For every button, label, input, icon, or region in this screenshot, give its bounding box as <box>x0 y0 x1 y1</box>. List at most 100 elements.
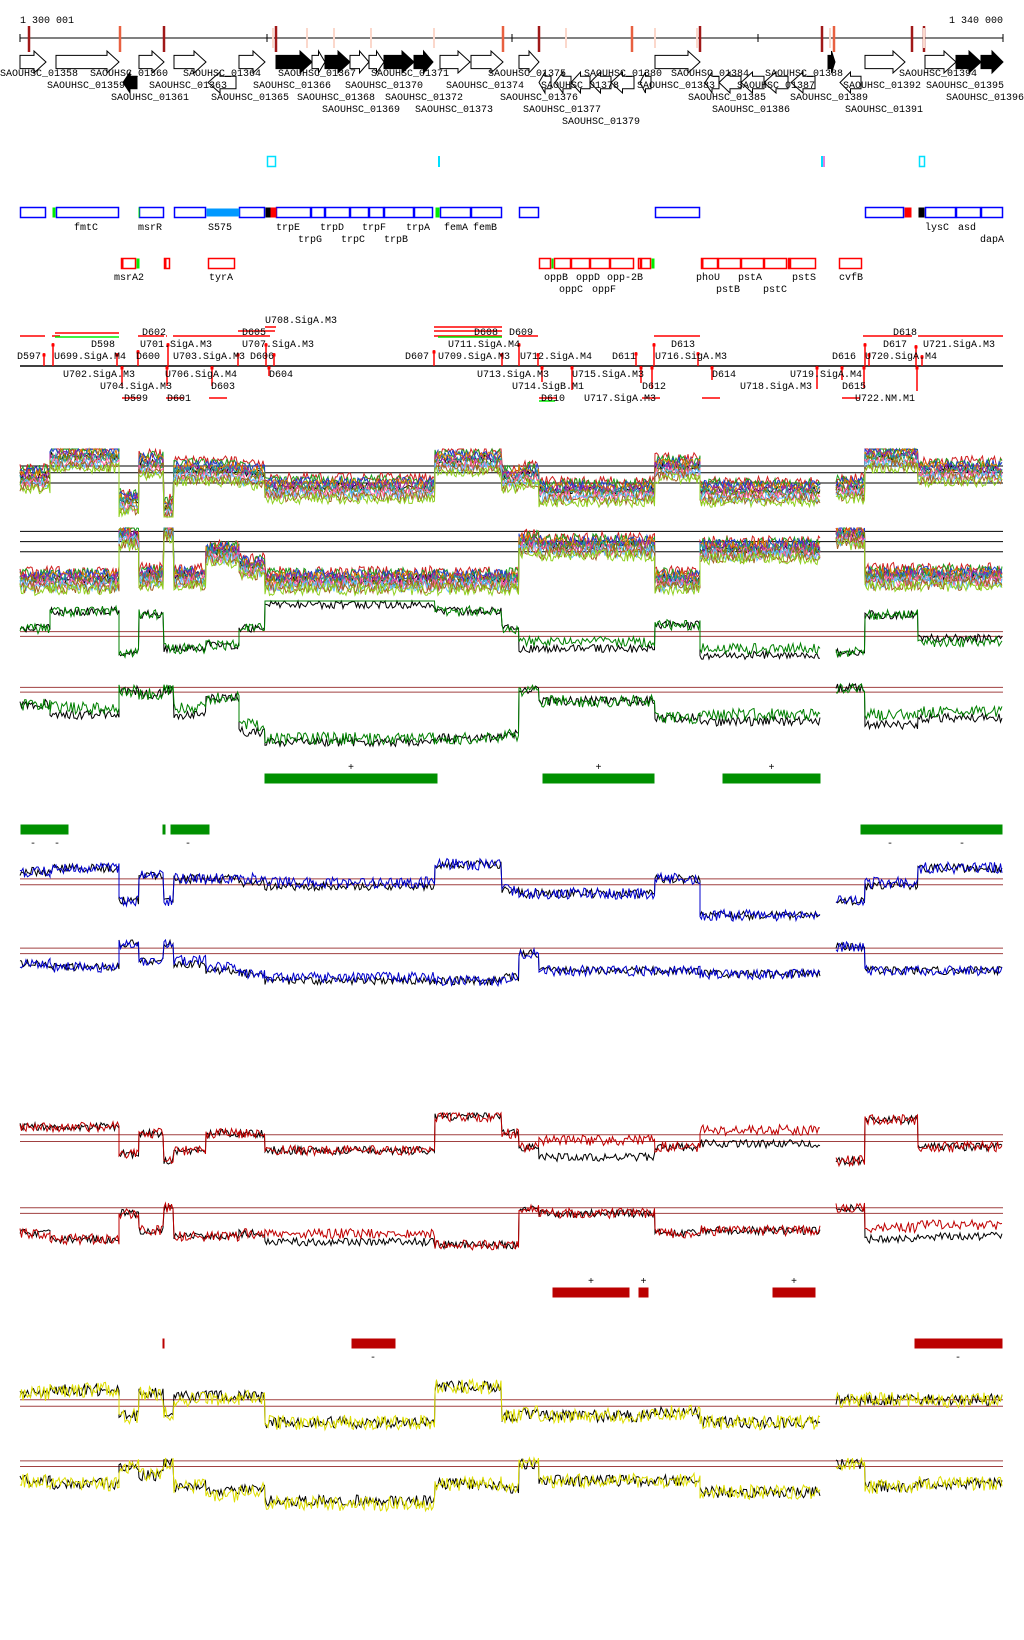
gene-arrow[interactable] <box>413 49 434 75</box>
promoter-head <box>210 366 214 370</box>
promoter-label: U721.SigA.M3 <box>923 339 995 351</box>
promoter-label: D618 <box>893 328 917 339</box>
promoter-label: D607 <box>405 352 429 363</box>
green-track-plus-series <box>835 608 1003 659</box>
operon-feature <box>763 257 788 270</box>
gene-arrow[interactable] <box>173 49 207 75</box>
tss-marker <box>138 207 140 218</box>
promoter-label: U712.SigA.M4 <box>520 351 592 363</box>
gene-arrow[interactable] <box>275 49 313 75</box>
gene-arrow[interactable] <box>740 70 765 95</box>
gene-arrow[interactable] <box>138 49 165 75</box>
gene-arrow[interactable] <box>839 70 862 95</box>
strand-mark: + <box>768 763 774 774</box>
strand-mark: - <box>887 839 893 850</box>
gene-arrow[interactable] <box>55 49 120 75</box>
gene-arrow[interactable] <box>718 70 742 95</box>
operon-label: msrA2 <box>114 273 144 284</box>
strand-marker <box>164 258 167 269</box>
multi-track-plus-series <box>19 461 821 518</box>
operon-feature <box>609 257 635 270</box>
gene-arrow[interactable] <box>383 49 415 75</box>
gene-label: SAOUHSC_01364 <box>183 69 261 80</box>
yellow-track-plus-series <box>19 1377 821 1432</box>
promoter-head <box>136 350 140 354</box>
gene-label: SAOUHSC_01394 <box>899 69 977 80</box>
gene-arrow[interactable] <box>864 49 906 75</box>
operon-feature <box>238 206 266 219</box>
tss-marker <box>52 207 56 218</box>
gene-arrow[interactable] <box>610 70 635 95</box>
gene-label: SAOUHSC_01369 <box>322 105 400 116</box>
promoter-label: U706.SigA.M4 <box>165 369 237 381</box>
gene-arrow[interactable] <box>955 49 982 75</box>
gene-arrow[interactable] <box>518 49 540 75</box>
operon-label: femA <box>444 222 468 234</box>
gene-arrow[interactable] <box>324 49 351 75</box>
gene-arrow[interactable] <box>790 70 816 95</box>
promoter-label: U720.SigA.M4 <box>865 351 937 363</box>
green-track-plus-series <box>19 600 821 659</box>
gene-arrow[interactable] <box>827 50 836 74</box>
gene-label: SAOUHSC_01389 <box>790 93 868 104</box>
promoter-label: U715.SigA.M3 <box>572 369 644 381</box>
promoter-head <box>540 366 544 370</box>
promoter-label: D603 <box>211 382 235 393</box>
promoter-head <box>863 343 867 347</box>
gene-label: SAOUHSC_01372 <box>385 93 463 104</box>
gene-label: SAOUHSC_01395 <box>926 81 1004 92</box>
operon-label: trpB <box>384 235 408 246</box>
gene-arrow[interactable] <box>238 49 266 75</box>
gene-arrow[interactable] <box>589 70 612 95</box>
red-track-plus-series <box>835 1113 1003 1168</box>
multi-track-plus-series <box>19 459 821 519</box>
gene-arrow[interactable] <box>439 49 471 75</box>
promoter-label: D611 <box>612 352 636 363</box>
gene-arrow[interactable] <box>19 49 47 75</box>
gene-arrow[interactable] <box>763 70 789 95</box>
gene-arrow[interactable] <box>349 49 370 75</box>
gene-arrow[interactable] <box>980 49 1004 75</box>
gene-arrow[interactable] <box>570 70 591 95</box>
gene-arrow[interactable] <box>311 49 326 75</box>
operon-feature <box>439 206 472 219</box>
gene-label: SAOUHSC_01361 <box>111 93 189 104</box>
green-segment-minus <box>162 824 166 835</box>
gene-label: SAOUHSC_01383 <box>637 81 715 92</box>
gene-arrow[interactable] <box>639 71 652 94</box>
promoter-head <box>867 353 871 357</box>
multi-track-minus-series <box>835 532 1003 587</box>
gene-arrow[interactable] <box>207 70 237 95</box>
gene-arrow[interactable] <box>470 49 504 75</box>
gene-label: SAOUHSC_01371 <box>371 69 449 80</box>
gene-arrow[interactable] <box>704 70 720 95</box>
promoter-head <box>652 343 656 347</box>
gene-arrow[interactable] <box>368 49 385 75</box>
gene-label: SAOUHSC_01358 <box>0 69 78 80</box>
green-segment-minus <box>170 824 210 835</box>
operon-feature <box>368 206 385 219</box>
cyan-marker <box>266 155 277 168</box>
gene-arrow[interactable] <box>924 49 957 75</box>
yellow-track-minus-series <box>835 1456 1003 1495</box>
gene-arrow[interactable] <box>554 70 572 95</box>
gene-arrow[interactable] <box>654 49 701 75</box>
operon-label: trpD <box>320 223 344 234</box>
operon-feature <box>864 206 905 219</box>
operon-feature <box>980 206 1004 219</box>
promoter-head <box>517 343 521 347</box>
promoter-head <box>267 366 271 370</box>
operon-label: trpC <box>341 235 365 246</box>
gene-arrow[interactable] <box>538 70 552 95</box>
red-track-minus-series <box>19 1201 821 1251</box>
promoter-label: D613 <box>671 340 695 351</box>
operon-label: pstC <box>763 285 787 296</box>
operon-label: S575 <box>208 223 232 234</box>
gene-arrow[interactable] <box>122 70 138 95</box>
red-segment-plus <box>772 1287 816 1298</box>
promoter-head <box>115 353 119 357</box>
strand-mark: + <box>791 1277 797 1288</box>
gene-label: SAOUHSC_01378 <box>541 81 619 92</box>
operon-label: femB <box>473 222 497 234</box>
